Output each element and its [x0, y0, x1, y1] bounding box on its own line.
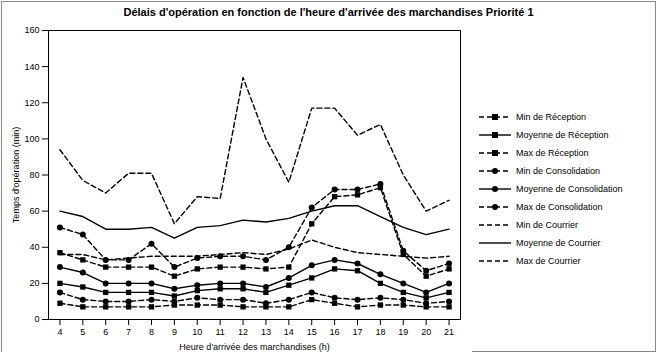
html-text:Min de Réception: Min de Réception	[516, 111, 586, 122]
svg-text:Temps d'opération (min): Temps d'opération (min)	[11, 127, 21, 223]
svg-text:19: 19	[398, 327, 408, 337]
svg-text:11: 11	[215, 327, 224, 337]
svg-text:40: 40	[29, 242, 39, 252]
svg-text:60: 60	[29, 206, 39, 216]
html-text:Max de Courrier: Max de Courrier	[516, 255, 581, 266]
svg-text:14: 14	[284, 327, 294, 337]
svg-text:120: 120	[24, 98, 39, 108]
svg-text:13: 13	[261, 327, 271, 337]
svg-text:8: 8	[149, 327, 154, 337]
html-text:Min de Courrier: Min de Courrier	[516, 219, 578, 230]
html-text:Moyenne de Courrier: Moyenne de Courrier	[516, 237, 601, 248]
svg-text:140: 140	[24, 62, 39, 72]
svg-text:17: 17	[352, 327, 362, 337]
html-text:Max de Consolidation: Max de Consolidation	[516, 201, 603, 212]
svg-text:20: 20	[421, 327, 431, 337]
svg-text:20: 20	[29, 278, 39, 288]
svg-text:15: 15	[307, 327, 317, 337]
svg-text:5: 5	[80, 327, 85, 337]
html-text:Max de Réception: Max de Réception	[516, 147, 589, 158]
svg-text:80: 80	[29, 170, 39, 180]
svg-text:Heure d'arrivée des marchandis: Heure d'arrivée des marchandises (h)	[179, 342, 329, 352]
svg-text:100: 100	[24, 134, 39, 144]
html-text:Délais d'opération en fonction: Délais d'opération en fonction de l'heur…	[123, 6, 534, 18]
html-text:Min de Consolidation: Min de Consolidation	[516, 165, 601, 176]
svg-text:0: 0	[34, 314, 39, 324]
svg-text:12: 12	[238, 327, 248, 337]
svg-text:160: 160	[24, 25, 39, 35]
svg-text:6: 6	[103, 327, 108, 337]
svg-text:7: 7	[126, 327, 131, 337]
html-text:Moyenne de Consolidation: Moyenne de Consolidation	[516, 183, 623, 194]
html-text:Moyenne de Réception: Moyenne de Réception	[516, 129, 609, 140]
svg-text:9: 9	[172, 327, 177, 337]
svg-text:18: 18	[375, 327, 385, 337]
svg-text:4: 4	[57, 327, 62, 337]
svg-text:16: 16	[330, 327, 340, 337]
svg-text:21: 21	[444, 327, 454, 337]
svg-text:10: 10	[192, 327, 202, 337]
